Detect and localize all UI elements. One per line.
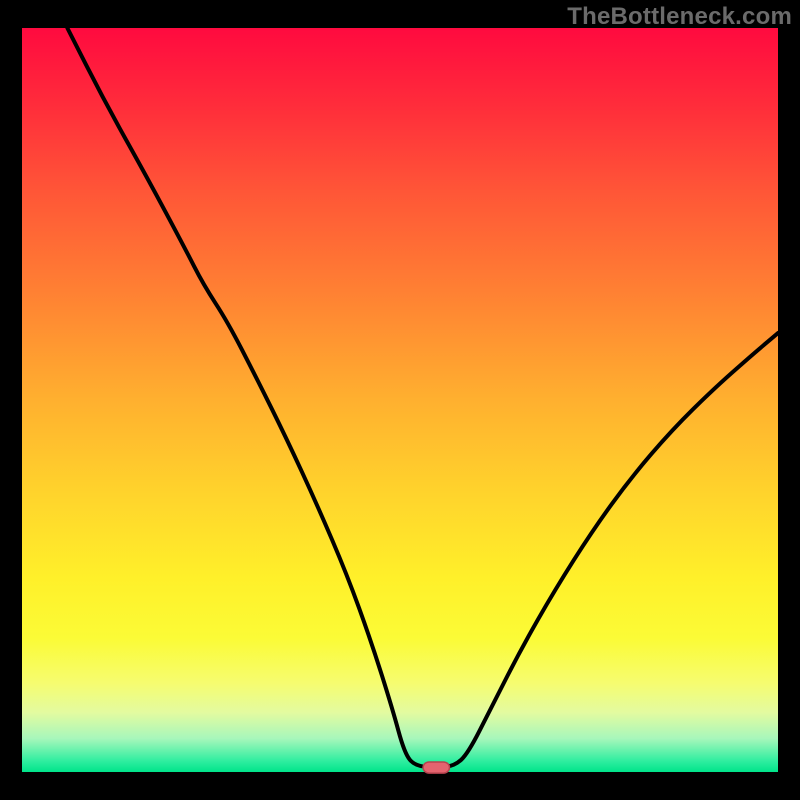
plot-area [22,28,778,772]
chart-svg [0,0,800,800]
optimum-marker [423,762,449,773]
bottleneck-chart: TheBottleneck.com [0,0,800,800]
watermark-text: TheBottleneck.com [567,3,792,31]
